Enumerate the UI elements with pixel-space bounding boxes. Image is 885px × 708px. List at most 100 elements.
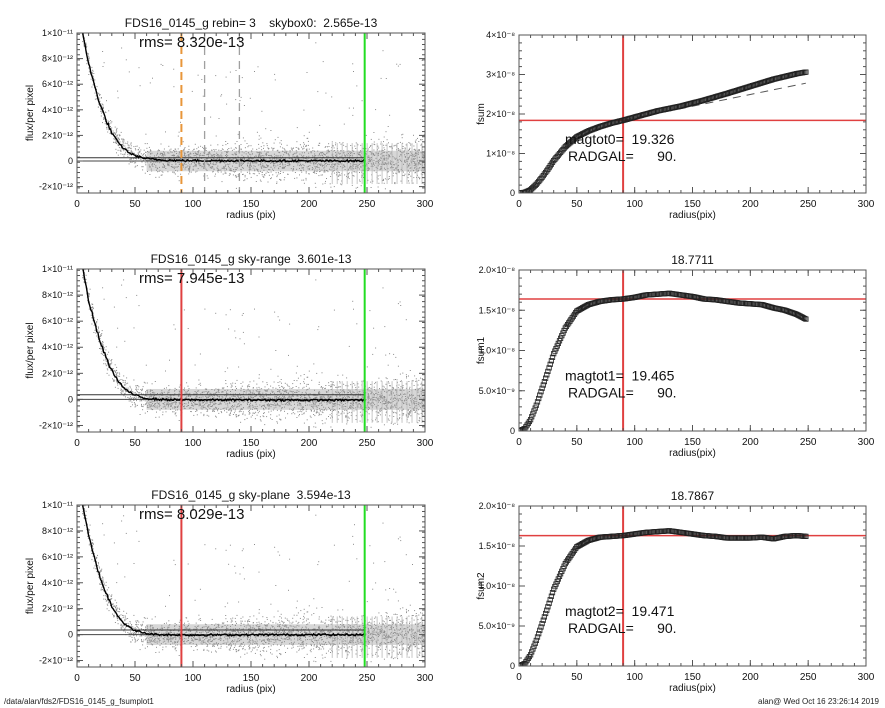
scatter-point (242, 137, 244, 139)
scatter-point (138, 154, 140, 156)
scatter-point (249, 393, 251, 395)
scatter-point (347, 419, 349, 421)
scatter-point (174, 151, 175, 153)
scatter-point (161, 155, 163, 157)
x-tick-label: 0 (74, 199, 80, 210)
scatter-point (400, 389, 402, 391)
scatter-point (326, 152, 328, 154)
scatter-point (168, 403, 170, 405)
scatter-point (393, 169, 395, 171)
scatter-point (238, 175, 239, 177)
scatter-point (88, 294, 89, 296)
scatter-point (408, 375, 409, 377)
scatter-point (83, 45, 85, 46)
scatter-point (353, 107, 354, 109)
scatter-point (297, 405, 299, 407)
scatter-point (252, 387, 254, 389)
scatter-point (228, 148, 230, 149)
scatter-point (202, 146, 204, 148)
scatter-point (100, 105, 102, 107)
scatter-point (338, 386, 340, 388)
scatter-point (216, 155, 218, 157)
scatter-point (303, 143, 305, 145)
scatter-point (332, 153, 334, 155)
scatter-point (232, 174, 234, 176)
scatter-point (235, 169, 237, 171)
scatter-point (146, 147, 148, 149)
scatter-point (210, 116, 212, 118)
scatter-point (234, 330, 236, 332)
scatter-point (298, 161, 299, 163)
scatter-point (260, 137, 262, 139)
scatter-point (399, 63, 401, 65)
scatter-point (419, 159, 421, 161)
scatter-point (242, 393, 244, 395)
scatter-point (226, 411, 228, 413)
scatter-point (337, 158, 339, 160)
scatter-point (135, 386, 137, 388)
scatter-point (373, 132, 375, 133)
scatter-point (267, 165, 269, 167)
scatter-point (188, 145, 190, 147)
scatter-point (298, 390, 300, 392)
scatter-point (89, 26, 90, 27)
scatter-point (153, 161, 155, 163)
scatter-point (213, 154, 215, 156)
scatter-point (221, 397, 223, 399)
scatter-point (133, 379, 135, 381)
scatter-point (153, 401, 155, 403)
scatter-point (125, 151, 127, 153)
scatter-point (234, 408, 236, 410)
scatter-point (358, 395, 359, 397)
scatter-point (315, 163, 317, 165)
scatter-point (287, 153, 289, 155)
scatter-point (355, 415, 357, 417)
scatter-point (188, 151, 190, 153)
scatter-point (158, 170, 160, 172)
scatter-point (225, 396, 227, 398)
scatter-point (141, 388, 143, 390)
scatter-point (317, 144, 319, 146)
scatter-point (329, 402, 330, 404)
scatter-point (382, 163, 384, 165)
scatter-point (417, 391, 419, 393)
scatter-point (262, 157, 264, 159)
scatter-point (251, 158, 253, 159)
scatter-point (370, 165, 372, 167)
scatter-point (289, 164, 290, 166)
scatter-point (372, 180, 374, 182)
scatter-point (133, 399, 135, 401)
scatter-point (383, 182, 385, 184)
scatter-point (147, 171, 148, 172)
mean-profile-line (82, 33, 365, 163)
scatter-point (106, 128, 108, 130)
scatter-point (89, 288, 91, 290)
scatter-point (97, 336, 99, 338)
scatter-point (171, 164, 173, 166)
scatter-point (365, 134, 367, 136)
scatter-point (145, 164, 147, 166)
scatter-point (141, 161, 143, 163)
scatter-point (228, 159, 230, 161)
scatter-point (372, 165, 374, 167)
scatter-point (399, 380, 401, 382)
scatter-point (184, 405, 185, 407)
scatter-point (329, 414, 331, 416)
scatter-point (210, 397, 212, 399)
scatter-point (368, 159, 369, 161)
scatter-point (355, 395, 357, 397)
scatter-point (357, 404, 359, 406)
scatter-point (404, 159, 406, 161)
scatter-point (399, 149, 401, 151)
scatter-point (162, 154, 164, 156)
scatter-point (119, 379, 121, 381)
scatter-point (114, 132, 116, 134)
scatter-point (91, 86, 93, 88)
scatter-point (330, 386, 332, 388)
scatter-point (208, 415, 210, 417)
scatter-point (92, 75, 94, 77)
scatter-point (373, 399, 375, 401)
scatter-point (210, 163, 211, 165)
scatter-point (378, 412, 380, 414)
scatter-point (219, 161, 221, 163)
